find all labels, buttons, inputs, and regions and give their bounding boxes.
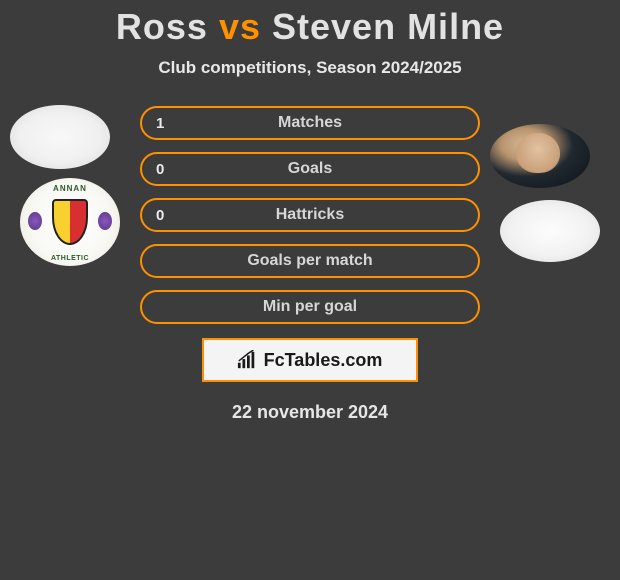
subtitle: Club competitions, Season 2024/2025 — [0, 58, 620, 78]
comparison-card: Ross vs Steven Milne Club competitions, … — [0, 0, 620, 423]
player-right-club-badge — [500, 200, 600, 262]
stat-label: Hattricks — [142, 206, 478, 224]
club-badge-annan: ANNAN ATHLETIC — [20, 178, 120, 266]
stat-row-hattricks: 0 Hattricks — [140, 198, 480, 232]
date-text: 22 november 2024 — [0, 402, 620, 423]
brand-box-inner: FcTables.com — [204, 340, 416, 380]
stat-label: Min per goal — [142, 298, 478, 316]
player-right-avatar — [490, 124, 590, 188]
stat-value-left: 0 — [156, 207, 164, 224]
brand-box[interactable]: FcTables.com — [202, 338, 418, 382]
stat-row-matches: 1 Matches — [140, 106, 480, 140]
avatar-placeholder-icon — [10, 105, 110, 169]
stat-row-goals: 0 Goals — [140, 152, 480, 186]
shield-icon — [52, 199, 88, 245]
stat-label: Goals — [142, 160, 478, 178]
stat-label: Goals per match — [142, 252, 478, 270]
stat-row-min-per-goal: Min per goal — [140, 290, 480, 324]
player-photo-icon — [490, 124, 590, 188]
stat-value-left: 1 — [156, 115, 164, 132]
badge-text-top: ANNAN — [20, 184, 120, 193]
stats-list: 1 Matches 0 Goals 0 Hattricks Goals per … — [140, 106, 480, 324]
stat-label: Matches — [142, 114, 478, 132]
player-left-avatar — [10, 105, 110, 169]
player-left-name: Ross — [116, 6, 208, 47]
brand-text: FcTables.com — [262, 350, 385, 371]
vs-separator: vs — [219, 6, 261, 47]
thistle-icon — [98, 212, 112, 230]
player-left-club-badge: ANNAN ATHLETIC — [20, 178, 120, 266]
bar-chart-icon — [236, 350, 258, 370]
stat-value-left: 0 — [156, 161, 164, 178]
badge-text-bottom: ATHLETIC — [20, 255, 120, 262]
page-title: Ross vs Steven Milne — [0, 6, 620, 48]
thistle-icon — [28, 212, 42, 230]
player-right-name: Steven Milne — [272, 6, 504, 47]
stat-row-goals-per-match: Goals per match — [140, 244, 480, 278]
